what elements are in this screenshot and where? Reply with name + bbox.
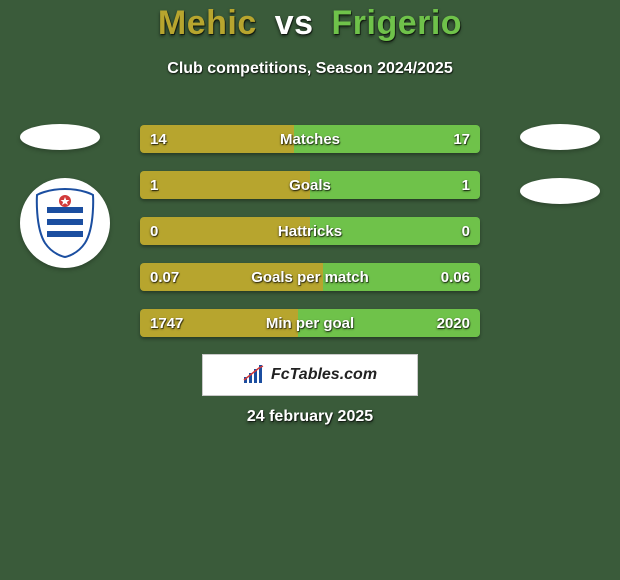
stat-value-left: 14 bbox=[140, 125, 177, 153]
bar-chart-icon bbox=[243, 365, 265, 385]
title-player1: Mehic bbox=[158, 4, 257, 42]
stat-row: Hattricks0 0 bbox=[140, 217, 480, 245]
right-team-badge-2 bbox=[520, 178, 600, 204]
title-vs: vs bbox=[275, 4, 314, 42]
stat-row: Min per goal17472020 bbox=[140, 309, 480, 337]
stat-label: Matches bbox=[140, 125, 480, 153]
stat-value-left: 1 bbox=[140, 171, 168, 199]
stat-value-left: 0.07 bbox=[140, 263, 189, 291]
page-title: Mehic vs Frigerio bbox=[0, 4, 620, 43]
stat-label: Goals bbox=[140, 171, 480, 199]
stat-value-right: 17 bbox=[443, 125, 480, 153]
right-team-badge-1 bbox=[520, 124, 600, 150]
brand-text: FcTables.com bbox=[271, 366, 377, 384]
stat-row: Goals1 1 bbox=[140, 171, 480, 199]
stat-value-right: 0.06 bbox=[431, 263, 480, 291]
date-line: 24 february 2025 bbox=[0, 408, 620, 426]
canvas: Mehic vs Frigerio Club competitions, Sea… bbox=[0, 0, 620, 580]
stat-label: Hattricks bbox=[140, 217, 480, 245]
stat-value-right: 0 bbox=[452, 217, 480, 245]
comparison-bars: Matches14 17 Goals1 1 Hattricks0 0 Goals per m… bbox=[140, 125, 480, 355]
stat-value-left: 0 bbox=[140, 217, 168, 245]
subtitle: Club competitions, Season 2024/2025 bbox=[0, 60, 620, 78]
left-team-badge-1 bbox=[20, 124, 100, 150]
stat-value-left: 1747 bbox=[140, 309, 193, 337]
club-shield bbox=[20, 178, 110, 268]
stat-row: Matches14 17 bbox=[140, 125, 480, 153]
stat-value-right: 1 bbox=[452, 171, 480, 199]
brand-box: FcTables.com bbox=[202, 354, 418, 396]
stat-value-right: 2020 bbox=[427, 309, 480, 337]
title-player2: Frigerio bbox=[332, 4, 463, 42]
shield-icon bbox=[33, 187, 97, 259]
stat-label: Goals per match bbox=[140, 263, 480, 291]
stat-row: Goals per match0.07 0.06 bbox=[140, 263, 480, 291]
